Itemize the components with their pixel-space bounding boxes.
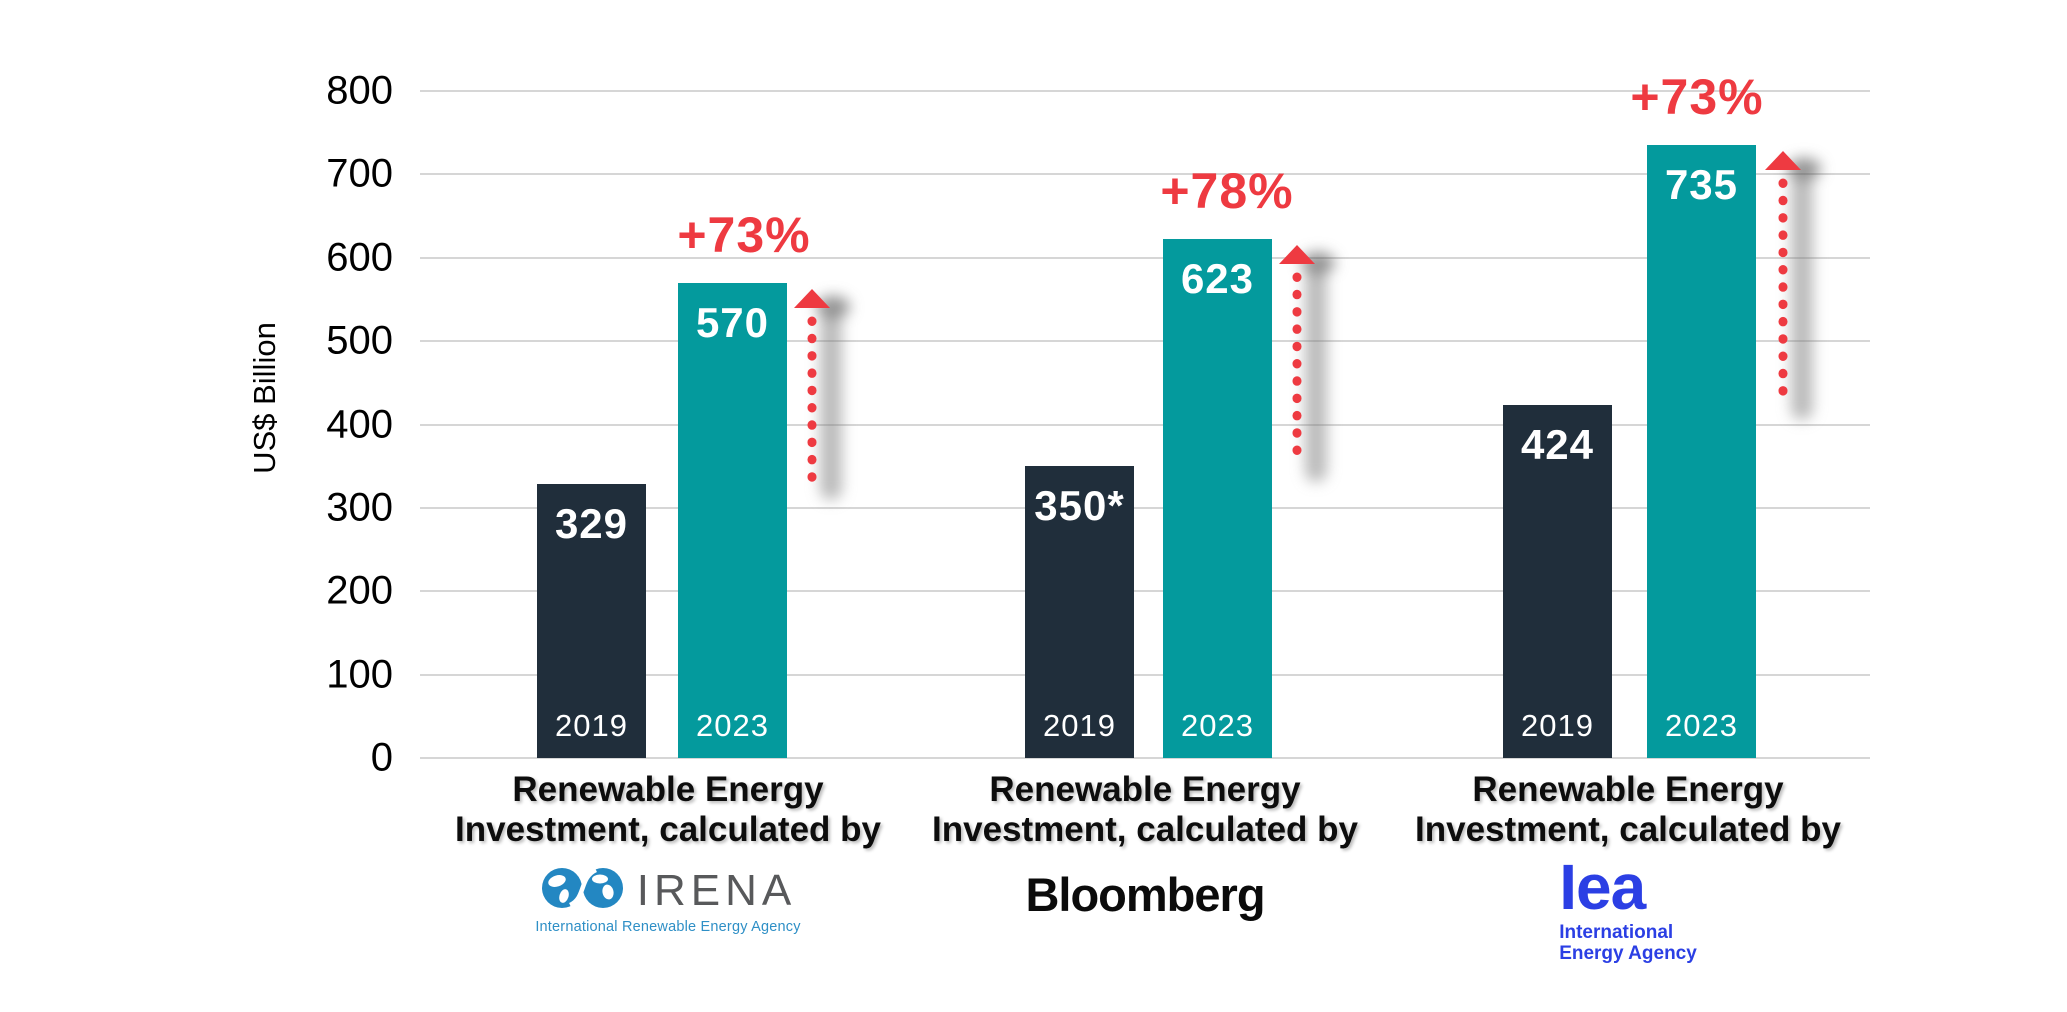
gridline: 200 [326,569,1870,613]
bar-bloomberg-2019: 350* 2019 [1025,466,1134,758]
y-tick-label: 0 [370,735,393,780]
percent-change-label: +78% [1160,162,1294,219]
bar-value-label: 570 [695,298,770,346]
bar-year-label: 2019 [1521,708,1594,743]
group-caption-line2: Investment, calculated by [932,810,1358,849]
bar-irena-2023: 570 2023 [678,282,787,758]
bar-irena-2019: 329 2019 [537,483,646,758]
group-footer-iea: Renewable Energy Investment, calculated … [1368,770,1888,964]
irena-globes-icon [540,864,628,917]
bar-iea-2023: 735 2023 [1647,145,1756,758]
y-tick-label: 800 [326,68,393,113]
bar-year-label: 2019 [1043,708,1116,743]
gridline: 400 [326,402,1870,446]
iea-tagline-line2: Energy Agency [1559,943,1697,964]
bar-year-label: 2023 [1665,708,1738,743]
y-tick-label: 700 [326,151,393,196]
bloomberg-logo: Bloomberg [885,870,1405,920]
gridline: 100 [326,652,1870,696]
group-caption: Renewable Energy Investment, calculated … [1368,770,1888,850]
y-tick-label: 500 [326,318,393,363]
group-footer-bloomberg: Renewable Energy Investment, calculated … [885,770,1405,920]
bar-bloomberg-2023: 623 2023 [1163,238,1272,758]
y-tick-label: 100 [326,652,393,697]
bar-year-label: 2019 [555,708,628,743]
iea-logo: Iea International Energy Agency [1368,851,1888,964]
increase-arrow-icon [1765,151,1801,404]
iea-tagline: International Energy Agency [1559,922,1697,964]
group-caption-line2: Investment, calculated by [1415,810,1841,849]
gridline: 800 [326,69,1870,113]
iea-tagline-line1: International [1559,922,1674,943]
bar-value-label: 735 [1664,161,1739,209]
bar-year-label: 2023 [696,708,769,743]
group-caption-line1: Renewable Energy [989,770,1301,809]
gridline: 700 [326,152,1870,196]
bar-value-label: 329 [554,499,629,547]
plot-area: 0 100 200 300 400 500 600 700 800 329 2019 570 2023 +… [326,69,1870,780]
y-tick-label: 300 [326,485,393,530]
bar-value-label: 623 [1180,254,1255,302]
bloomberg-wordmark: Bloomberg [1025,868,1265,921]
group-caption: Renewable Energy Investment, calculated … [885,770,1405,850]
gridline: 500 [326,319,1870,363]
bar-year-label: 2023 [1181,708,1254,743]
y-tick-label: 200 [326,568,393,613]
percent-change-label: +73% [677,206,811,263]
group-caption-line2: Investment, calculated by [455,810,881,849]
irena-logo: IRENA International Renewable Energy Age… [408,864,928,935]
group-caption-line1: Renewable Energy [1472,770,1784,809]
bar-value-label: 350* [1034,482,1125,530]
bar-value-label: 424 [1520,420,1595,468]
group-caption: Renewable Energy Investment, calculated … [408,770,928,850]
increase-arrow-icon [1279,244,1315,466]
gridline: 300 [326,485,1870,529]
group-caption-line1: Renewable Energy [512,770,824,809]
y-tick-label: 400 [326,402,393,446]
gridline: 0 [371,736,1870,780]
iea-wordmark: Iea [1559,851,1646,923]
gridline: 600 [326,235,1870,279]
irena-wordmark: IRENA [636,865,797,915]
bar-iea-2019: 424 2019 [1503,404,1612,758]
percent-change-label: +73% [1630,69,1764,126]
y-tick-label: 600 [326,235,393,280]
y-axis-title: US$ Billion [247,322,282,474]
increase-arrow-icon [794,288,830,484]
group-footer-irena: Renewable Energy Investment, calculated … [408,770,928,935]
irena-tagline: International Renewable Energy Agency [535,919,801,935]
